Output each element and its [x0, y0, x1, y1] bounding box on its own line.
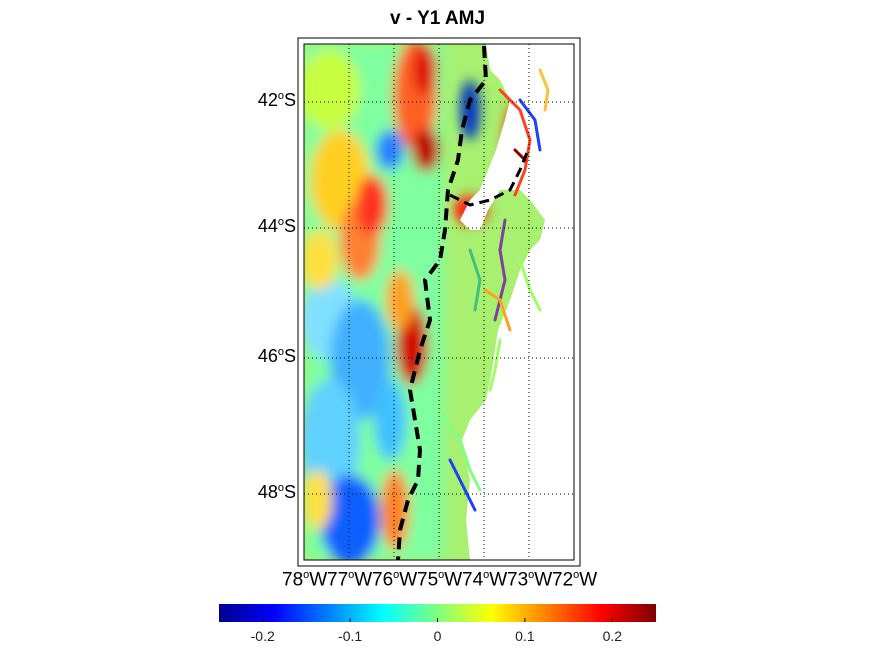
map-frame	[303, 43, 575, 561]
lon-label: 73oW	[507, 569, 553, 591]
lon-label: 76oW	[372, 569, 418, 591]
lon-label: 78oW	[282, 569, 328, 591]
colorbar-tick-label: -0.2	[250, 628, 275, 644]
map-title: v - Y1 AMJ	[389, 8, 486, 29]
lat-label: 44oS	[257, 216, 296, 236]
lon-label: 74oW	[462, 569, 508, 591]
lat-label: 42oS	[257, 90, 296, 110]
lon-label: 72oW	[552, 569, 598, 591]
colorbar-tick-label: 0.1	[515, 628, 535, 644]
lat-label: 48oS	[257, 482, 296, 502]
lon-label: 75oW	[417, 569, 463, 591]
colorbar	[219, 604, 656, 622]
colorbar-tick-label: -0.1	[338, 628, 363, 644]
velocity-field	[304, 44, 574, 560]
graticule	[304, 44, 574, 560]
lat-label: 46oS	[257, 346, 296, 366]
colorbar-tick-label: 0.2	[602, 628, 623, 644]
dashed-contour	[396, 45, 489, 560]
lon-label: 77oW	[327, 569, 373, 591]
map-border	[297, 37, 581, 567]
colorbar-tick-label: 0	[433, 628, 442, 644]
